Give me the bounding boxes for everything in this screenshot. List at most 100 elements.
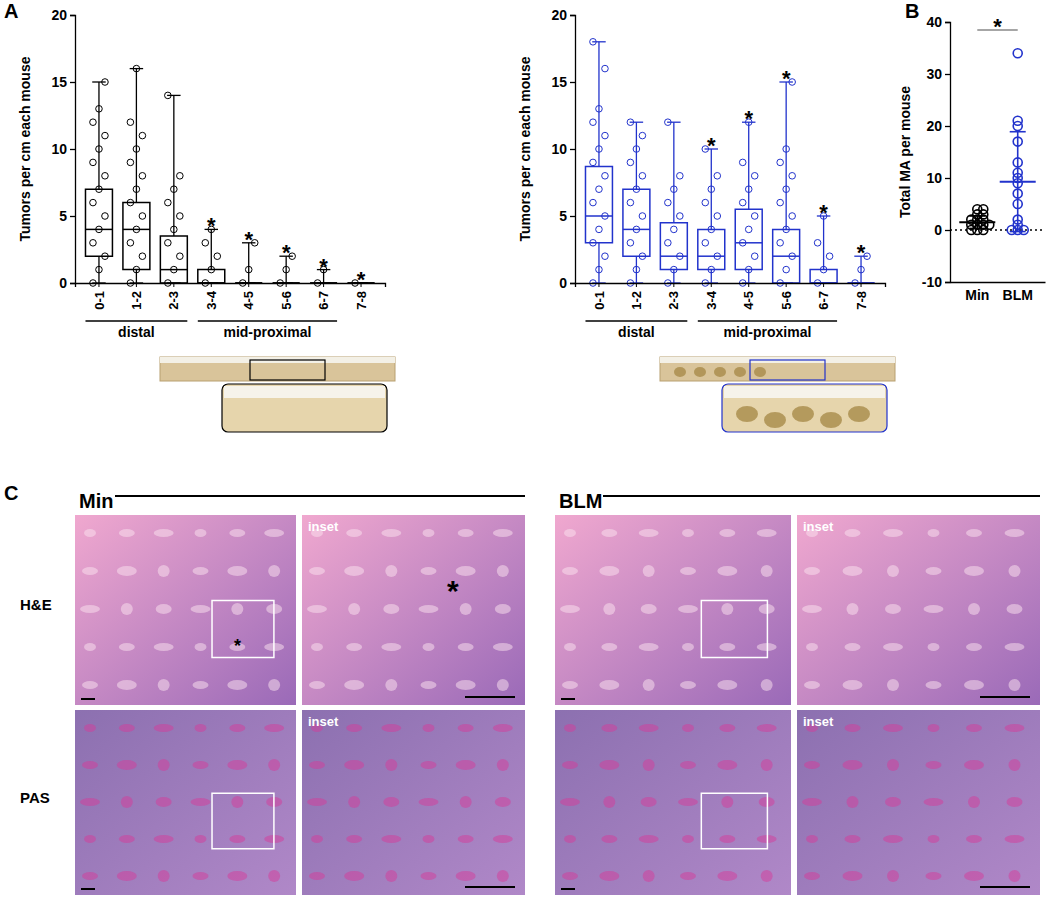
micrograph: [797, 515, 1040, 705]
crypt: [562, 567, 578, 575]
tick-label: 20: [926, 118, 942, 134]
crypt: [195, 643, 207, 651]
crypt: [344, 871, 364, 881]
crypt: [883, 529, 903, 537]
y-axis: 05101520: [51, 7, 75, 291]
crypt: [193, 567, 209, 575]
point: [602, 132, 609, 139]
scale-bar: [561, 888, 575, 890]
x-tick: 4-5: [241, 283, 256, 310]
crypt: [154, 835, 174, 843]
crypt: [158, 870, 170, 882]
x-tick: 2-3: [166, 283, 181, 310]
tick-label: 40: [926, 14, 942, 30]
crypt: [423, 724, 435, 732]
crypt: [926, 681, 942, 689]
tick-mark: [673, 283, 674, 287]
whisker: [98, 256, 99, 283]
x-axis: 0-11-22-33-44-55-66-77-8: [576, 283, 886, 310]
crypt: [761, 565, 773, 577]
crypt: [421, 681, 437, 689]
point: [677, 213, 684, 220]
x-tick: 3-4: [704, 283, 719, 310]
crypt: [80, 605, 100, 613]
crypt: [680, 761, 696, 769]
x-tick: 6-7: [816, 283, 831, 310]
significance: *: [819, 200, 828, 225]
point: [751, 213, 758, 220]
crypt: [495, 797, 511, 807]
point: [102, 173, 109, 180]
crypt: [885, 604, 901, 614]
tick-mark: [945, 74, 950, 75]
x-tick: 1-2: [129, 283, 144, 310]
tick-mark: [70, 283, 75, 284]
crypt: [385, 565, 397, 577]
tick-mark: [98, 283, 99, 287]
tick-mark: [945, 178, 950, 179]
crypt: [643, 759, 655, 771]
point: [627, 159, 634, 166]
crypt: [156, 797, 172, 807]
crypt: [757, 724, 777, 732]
point: [165, 199, 172, 206]
crypt: [924, 605, 944, 613]
point: [789, 213, 796, 220]
crypt: [383, 797, 399, 807]
x-tick: Min: [965, 282, 989, 303]
significance: *: [207, 213, 216, 238]
whisker: [673, 270, 674, 283]
tumor: [754, 367, 766, 377]
crypt: [1009, 759, 1021, 771]
crypt: [643, 565, 655, 577]
tick-mark: [945, 22, 950, 23]
point: [283, 266, 290, 273]
y-tick: 0: [934, 222, 950, 238]
scale-bar: [81, 698, 95, 700]
crypt: [458, 835, 474, 843]
y-tick: 10: [51, 141, 75, 157]
tick-label: 4-5: [241, 291, 256, 310]
point: [702, 240, 709, 247]
crypt: [845, 529, 861, 537]
row-label: PAS: [20, 789, 50, 806]
crypt: [456, 680, 476, 690]
point: [96, 266, 103, 273]
group-label: mid-proximal: [223, 324, 311, 340]
crypt: [680, 872, 696, 880]
crypt: [381, 835, 401, 843]
x-tick: 0-1: [92, 283, 107, 310]
crypt: [1005, 643, 1025, 651]
axis-line: [945, 23, 951, 283]
significance: *: [244, 227, 253, 252]
crypt: [268, 870, 280, 882]
crypt: [719, 529, 735, 537]
whisker: [636, 256, 637, 283]
point: [702, 199, 709, 206]
point: [783, 186, 790, 193]
point: [677, 253, 684, 260]
marker: *: [447, 574, 459, 607]
crypt: [804, 567, 820, 575]
point: [639, 213, 646, 220]
point: [777, 240, 784, 247]
tick-mark: [248, 283, 249, 287]
y-tick: 5: [559, 208, 575, 224]
group-title: BLM: [559, 490, 602, 512]
crypt: [964, 680, 984, 690]
group-title: Min: [79, 490, 113, 512]
point: [590, 199, 597, 206]
crypt: [966, 643, 982, 651]
crypt: [158, 679, 170, 691]
crypt: [497, 679, 509, 691]
point: [708, 186, 715, 193]
crypt: [562, 681, 578, 689]
crypt: [497, 759, 509, 771]
micrograph: [555, 710, 791, 895]
crypt: [493, 724, 513, 732]
crypt: [309, 567, 325, 575]
crypt: [966, 724, 982, 732]
tick-label: 5-6: [279, 291, 294, 310]
crypt: [346, 724, 362, 732]
tumor: [714, 367, 726, 377]
